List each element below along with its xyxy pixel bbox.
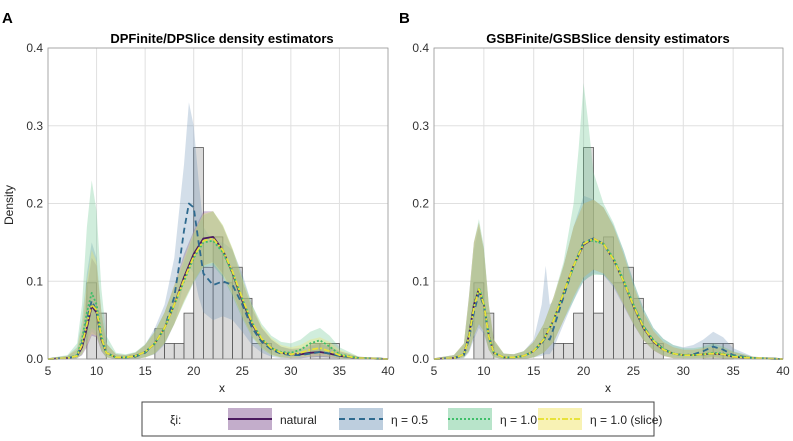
legend-natural-label: natural <box>280 413 317 427</box>
panel-a-line-slice <box>47 237 389 360</box>
legend-title: ξi: <box>170 413 181 427</box>
panel-a-xtick-label: 25 <box>236 364 250 378</box>
panel-b-xtick-label: 25 <box>627 364 641 378</box>
panel-a-xtick-label: 5 <box>45 364 52 378</box>
panel-b-hist-bar <box>553 343 565 360</box>
panel-b-band-slice <box>434 199 783 359</box>
panel-a-ytick-label: 0.3 <box>26 119 43 133</box>
panel-b-hist-bar <box>593 312 604 360</box>
panel-b-xtick-label: 20 <box>577 364 591 378</box>
panel-b-xlabel: x <box>605 381 611 395</box>
panel-b-line-slice <box>433 237 784 360</box>
panel-b-band-natural <box>434 199 783 359</box>
panel-a-xtick-label: 20 <box>187 364 201 378</box>
panel-b: B GSBFinite/GSBSlice density estimators … <box>399 10 790 395</box>
panel-b-ytick-label: 0.0 <box>412 352 429 366</box>
panel-a-ytick-label: 0.4 <box>26 41 43 55</box>
legend-eta10-label: η = 1.0 <box>500 413 537 427</box>
panel-a-ytick-label: 0.1 <box>26 274 43 288</box>
panel-a-frame <box>47 47 389 360</box>
panel-a-xtick-label: 10 <box>90 364 104 378</box>
panel-a-xtick-label: 15 <box>138 364 152 378</box>
panel-a-ylabel: Density <box>2 185 16 225</box>
panel-b-plot-area: 5 10 15 20 25 30 35 40 0.0 0.1 0.2 0.3 0.4 <box>412 41 790 378</box>
panel-a-plot-area: 5 10 15 20 25 30 35 40 0.0 0.1 0.2 0.3 0.4 <box>26 41 395 378</box>
panel-a: A DPFinite/DPSlice density estimators De… <box>2 10 395 395</box>
legend: ξi: natural η = 0.5 η = 1.0 η = 1.0 (sli… <box>141 401 662 437</box>
panel-b-band-eta10 <box>434 83 783 359</box>
panel-b-ytick-label: 0.2 <box>412 197 429 211</box>
panel-b-letter: B <box>399 10 410 27</box>
legend-eta05-label: η = 0.5 <box>391 413 428 427</box>
panel-a-xtick-label: 40 <box>381 364 395 378</box>
panel-a-hist-bar <box>173 343 185 360</box>
panel-b-frame <box>433 47 784 360</box>
panel-b-title: GSBFinite/GSBSlice density estimators <box>486 31 729 46</box>
panel-a-xtick-label: 35 <box>333 364 347 378</box>
panel-a-xlabel: x <box>219 381 225 395</box>
panel-b-band-eta05 <box>434 195 783 359</box>
panel-b-ytick-label: 0.1 <box>412 274 429 288</box>
panel-a-band-eta10 <box>48 180 388 359</box>
panel-b-xtick-label: 30 <box>677 364 691 378</box>
panel-a-line-natural <box>47 235 389 360</box>
panel-a-hist-bar <box>164 343 175 360</box>
panel-b-xtick-label: 15 <box>527 364 541 378</box>
panel-a-line-eta10 <box>47 239 389 360</box>
panel-a-band-eta05 <box>48 102 388 360</box>
panel-a-letter: A <box>2 10 13 27</box>
panel-b-xtick-label: 35 <box>726 364 740 378</box>
panel-b-ytick-label: 0.3 <box>412 119 429 133</box>
legend-slice-label: η = 1.0 (slice) <box>590 413 662 427</box>
panel-b-xtick-label: 40 <box>776 364 790 378</box>
panel-a-ytick-label: 0.0 <box>26 352 43 366</box>
panel-a-hist-bar <box>183 312 195 360</box>
panel-a-xtick-label: 30 <box>284 364 298 378</box>
panel-b-xtick-label: 10 <box>477 364 491 378</box>
panel-b-hist-bar <box>573 312 584 360</box>
panel-b-hist-bar <box>563 343 575 360</box>
panel-a-ytick-label: 0.2 <box>26 197 43 211</box>
panel-a-title: DPFinite/DPSlice density estimators <box>110 31 333 46</box>
panel-b-ytick-label: 0.4 <box>412 41 429 55</box>
panel-b-xtick-label: 5 <box>431 364 438 378</box>
